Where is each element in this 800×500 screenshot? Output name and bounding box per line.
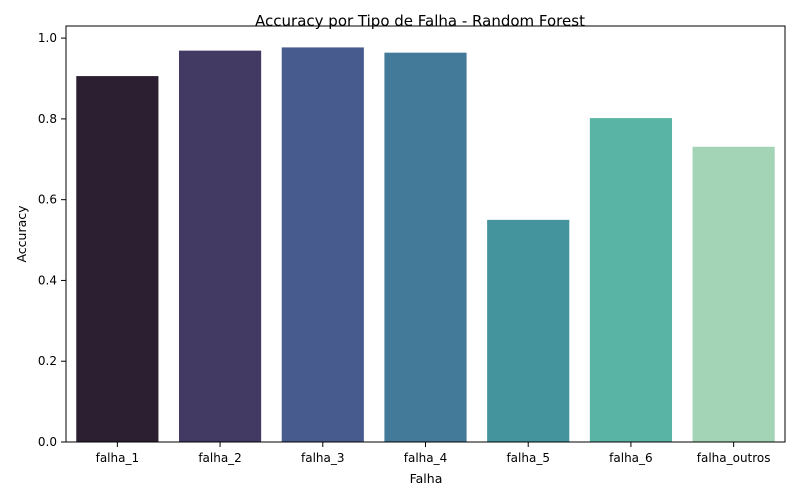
x-tick-label: falha_2 xyxy=(198,451,242,465)
y-axis: 0.0 0.2 0.4 0.6 0.8 1.0 xyxy=(38,31,66,449)
bar-falha_2 xyxy=(178,50,262,442)
bars-group xyxy=(76,47,775,443)
x-tick-label: falha_5 xyxy=(506,451,550,465)
x-tick-label: falha_outros xyxy=(697,451,771,465)
bar-falha_4 xyxy=(384,52,467,442)
y-tick-label: 0.2 xyxy=(38,354,57,368)
x-tick-label: falha_6 xyxy=(609,451,653,465)
y-axis-label: Accuracy xyxy=(14,205,29,263)
x-axis-label: Falha xyxy=(410,471,443,486)
x-tick-label: falha_4 xyxy=(404,451,448,465)
x-tick-label: falha_3 xyxy=(301,451,345,465)
y-tick-label: 0.4 xyxy=(38,273,57,287)
bar-falha_3 xyxy=(281,47,364,443)
plot-frame xyxy=(65,25,786,443)
y-tick-label: 0.6 xyxy=(38,193,57,207)
y-tick-label: 0.0 xyxy=(38,435,57,449)
bar-falha_1 xyxy=(76,76,159,443)
x-axis: falha_1 falha_2 falha_3 falha_4 falha_5 falha… xyxy=(96,442,771,465)
y-tick-label: 1.0 xyxy=(38,31,57,45)
x-tick-label: falha_1 xyxy=(96,451,140,465)
bar-falha_6 xyxy=(589,118,673,442)
bar-falha_outros xyxy=(692,146,775,442)
bar-falha_5 xyxy=(487,219,570,442)
y-tick-label: 0.8 xyxy=(38,112,57,126)
chart-title: Accuracy por Tipo de Falha - Random Fore… xyxy=(255,12,585,30)
